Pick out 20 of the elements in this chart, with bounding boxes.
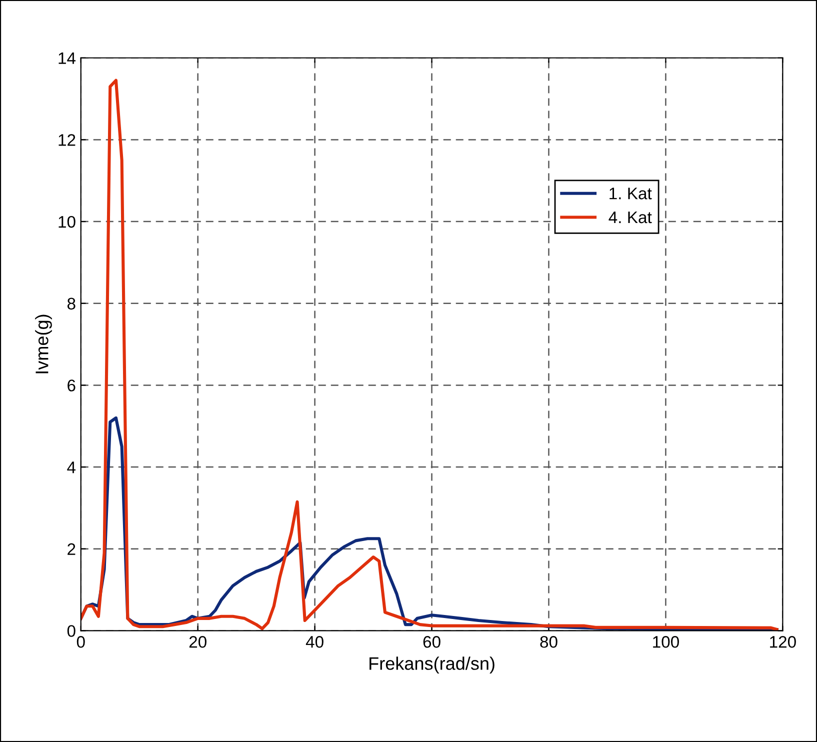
line-series (80, 78, 778, 631)
y-tick-label: 2 (68, 543, 76, 555)
y-tick-label: 12 (58, 134, 76, 146)
x-tick-label: 80 (540, 636, 558, 648)
y-tick-label: 10 (58, 216, 76, 228)
x-tick-label: 20 (189, 636, 206, 648)
y-tick-label: 8 (67, 298, 76, 310)
x-axis-title: Frekans(rad/sn) (370, 656, 494, 674)
x-tick-label: 100 (653, 636, 679, 648)
x-tick-label: 0 (76, 636, 85, 648)
y-tick-label: 0 (67, 625, 76, 637)
y-tick-label: 14 (58, 52, 76, 64)
legend-label: 1. Kat (610, 188, 652, 200)
legend-label: 4. Kat (608, 212, 652, 224)
y-tick-label: 6 (68, 380, 76, 392)
x-tick-label: 40 (306, 636, 324, 648)
x-tick-label: 120 (770, 636, 796, 648)
y-tick-label: 4 (67, 462, 76, 474)
x-tick-label: 60 (423, 636, 440, 648)
y-axis-title: Ivme(g) (35, 314, 52, 374)
